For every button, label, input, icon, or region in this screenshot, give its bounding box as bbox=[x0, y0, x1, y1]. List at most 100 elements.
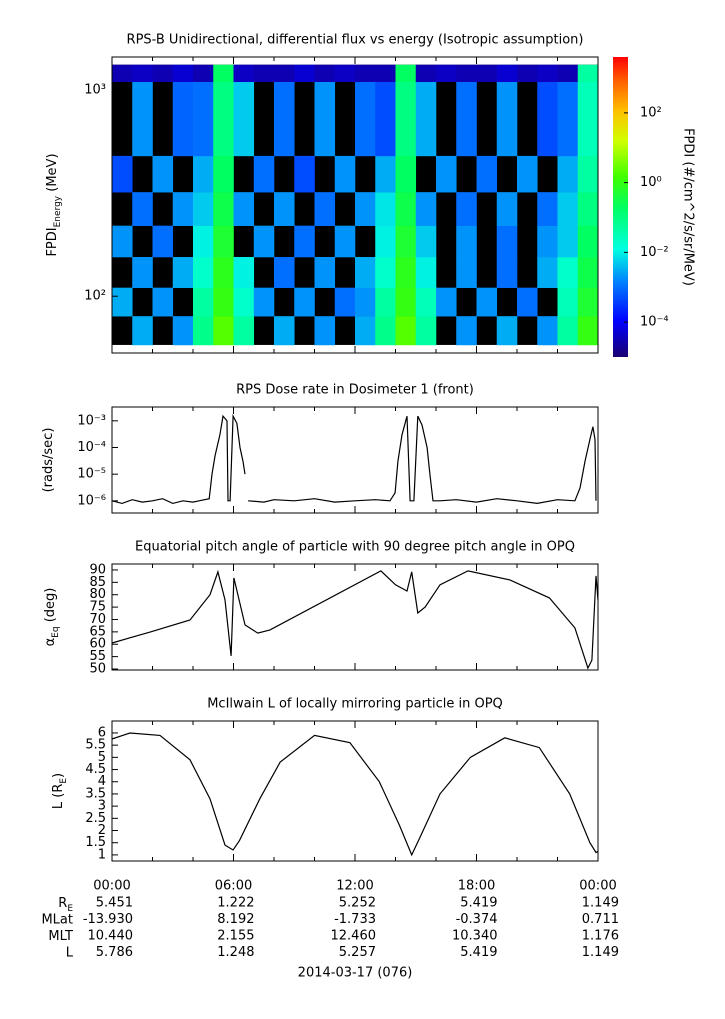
heatmap-cell bbox=[456, 64, 477, 83]
ephemeris-value: 1.149 bbox=[582, 945, 619, 960]
heatmap-cell bbox=[112, 287, 133, 317]
colorbar-label: FPDI (#/cm^2/s/sr/MeV) bbox=[681, 128, 696, 286]
heatmap-cell bbox=[375, 225, 396, 258]
heatmap-cell bbox=[152, 155, 174, 193]
heatmap-cell bbox=[557, 316, 579, 346]
heatmap-cell bbox=[314, 316, 336, 346]
heatmap-cell bbox=[132, 64, 153, 83]
heatmap-cell bbox=[557, 81, 579, 157]
ephemeris-value: 5.419 bbox=[460, 896, 497, 911]
heatmap-cell bbox=[395, 257, 417, 288]
heatmap-cell bbox=[213, 192, 234, 226]
y-tick-label: 10² bbox=[84, 289, 106, 304]
heatmap-cell bbox=[375, 64, 396, 83]
heatmap-cell bbox=[415, 192, 437, 226]
heatmap-cell bbox=[233, 192, 255, 226]
heatmap-cell bbox=[274, 316, 295, 346]
ephemeris-row-label: MLat bbox=[41, 912, 73, 927]
heatmap-cell bbox=[395, 155, 417, 193]
y-tick-label: 75 bbox=[89, 600, 106, 615]
heatmap-cell bbox=[314, 192, 336, 226]
colorbar-tick-label: 10⁰ bbox=[640, 175, 662, 190]
x-tick-label: 18:00 bbox=[458, 879, 495, 894]
heatmap-cell bbox=[314, 81, 336, 157]
heatmap-cell bbox=[213, 81, 234, 157]
heatmap-cell bbox=[112, 225, 133, 258]
y-tick-label: 10⁻⁴ bbox=[77, 440, 106, 455]
heatmap-cell bbox=[436, 155, 457, 193]
heatmap-cell bbox=[537, 225, 558, 258]
panel-title: Equatorial pitch angle of particle with … bbox=[135, 540, 575, 555]
heatmap-cell bbox=[557, 64, 579, 83]
colorbar bbox=[613, 57, 628, 357]
ephemeris-value: 5.786 bbox=[96, 945, 133, 960]
y-tick-label: 5.5 bbox=[85, 738, 106, 753]
y-tick-label: 10⁻⁶ bbox=[77, 493, 106, 508]
y-tick-label: 10³ bbox=[84, 83, 106, 98]
heatmap-cell bbox=[557, 257, 579, 288]
heatmap-cell bbox=[193, 81, 214, 157]
plot-frame bbox=[111, 720, 599, 862]
heatmap-cell bbox=[375, 155, 396, 193]
heatmap-cell bbox=[456, 225, 477, 258]
heatmap-cell bbox=[355, 81, 376, 157]
ephemeris-value: 10.440 bbox=[88, 929, 134, 944]
heatmap-cell bbox=[253, 225, 275, 258]
heatmap-cell bbox=[294, 64, 315, 83]
heatmap-cell bbox=[193, 64, 214, 83]
ephemeris-row-label: RE bbox=[58, 896, 73, 914]
heatmap-cell bbox=[172, 257, 194, 288]
heatmap-cell bbox=[334, 287, 356, 317]
heatmap-cell bbox=[294, 287, 315, 317]
heatmap-cell bbox=[253, 64, 275, 83]
label-part: (rads/sec) bbox=[41, 428, 56, 493]
y-tick-label: 1.5 bbox=[85, 835, 106, 850]
heatmap-cell bbox=[233, 287, 255, 317]
heatmap-cell bbox=[253, 155, 275, 193]
subscript: E bbox=[59, 778, 69, 784]
heatmap-cell bbox=[355, 316, 376, 346]
colorbar-tick-label: 10⁻⁴ bbox=[640, 315, 669, 330]
heatmap-cell bbox=[456, 81, 477, 157]
ephemeris-value: 12.460 bbox=[331, 929, 377, 944]
heatmap-cell bbox=[557, 155, 579, 193]
heatmap-cell bbox=[577, 225, 599, 258]
data-line bbox=[111, 413, 597, 505]
heatmap-cell bbox=[193, 257, 214, 288]
date-label: 2014-03-17 (076) bbox=[298, 966, 413, 981]
plot-frame bbox=[111, 563, 599, 671]
heatmap-cell bbox=[213, 287, 234, 317]
heatmap-cell bbox=[132, 81, 153, 157]
heatmap-cell bbox=[132, 257, 153, 288]
heatmap-cell bbox=[537, 81, 558, 157]
ephemeris-value: 1.222 bbox=[217, 896, 254, 911]
heatmap-cell bbox=[436, 64, 457, 83]
ephemeris-value: 5.252 bbox=[339, 896, 376, 911]
heatmap-cell bbox=[395, 287, 417, 317]
y-tick-label: 65 bbox=[89, 624, 106, 639]
heatmap-cell bbox=[233, 316, 255, 346]
heatmap-cell bbox=[577, 155, 599, 193]
heatmap-cell bbox=[274, 81, 295, 157]
heatmap-cell bbox=[375, 316, 396, 346]
heatmap-cell bbox=[112, 64, 133, 83]
heatmap-cell bbox=[577, 257, 599, 288]
heatmap-cell bbox=[375, 287, 396, 317]
heatmap-cell bbox=[476, 155, 498, 193]
heatmap-cell bbox=[415, 257, 437, 288]
heatmap-cell bbox=[172, 81, 194, 157]
heatmap-cell bbox=[496, 225, 518, 258]
heatmap-cell bbox=[375, 192, 396, 226]
subscript: E bbox=[67, 904, 73, 914]
ephemeris-value: 5.419 bbox=[460, 945, 497, 960]
heatmap-cell bbox=[213, 257, 234, 288]
y-tick-label: 3.5 bbox=[85, 786, 106, 801]
heatmap-cell bbox=[395, 192, 417, 226]
heatmap-cell bbox=[355, 257, 376, 288]
heatmap-cell bbox=[577, 287, 599, 317]
heatmap-cell bbox=[395, 225, 417, 258]
subscript: Eq bbox=[51, 626, 61, 637]
data-line bbox=[111, 732, 599, 857]
y-tick-label: 85 bbox=[89, 575, 106, 590]
y-tick-label: 60 bbox=[89, 637, 106, 652]
